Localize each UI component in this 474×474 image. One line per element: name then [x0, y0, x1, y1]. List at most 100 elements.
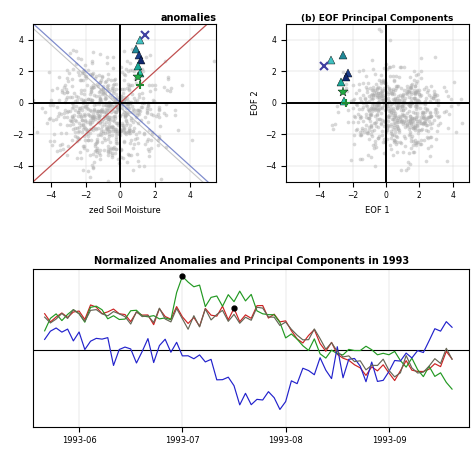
Point: [140, 99, 148, 107]
Point: [120, 77, 128, 84]
Point: [75, 104, 83, 112]
Point: [54, 147, 61, 155]
Point: [433, 108, 441, 116]
Point: [380, 122, 387, 130]
Point: [371, 119, 378, 127]
Point: [28, 123, 36, 130]
Point: [444, 91, 451, 99]
Point: [90, 82, 97, 89]
Point: [73, 102, 80, 109]
Point: [381, 93, 389, 101]
Point: [407, 73, 414, 81]
Point: [381, 95, 389, 102]
Point: [385, 86, 392, 93]
Point: [407, 88, 415, 96]
Point: [135, 109, 142, 117]
Point: [413, 100, 421, 108]
Point: [109, 145, 117, 153]
Point: [96, 112, 103, 120]
Point: [49, 101, 57, 109]
Point: [404, 82, 411, 90]
Point: [90, 114, 97, 121]
Point: [400, 118, 407, 126]
Point: [100, 112, 108, 120]
Point: [91, 147, 99, 155]
Point: [406, 84, 413, 92]
Point: [113, 139, 120, 147]
Point: [84, 128, 91, 135]
Point: [121, 112, 128, 120]
Point: [60, 109, 68, 117]
Point: [113, 119, 121, 127]
Point: [432, 105, 439, 112]
Point: [329, 125, 337, 133]
Point: [383, 99, 391, 106]
Point: [427, 98, 434, 105]
Point: [104, 126, 112, 133]
Point: [110, 112, 118, 120]
Point: [74, 108, 82, 115]
Point: [410, 141, 417, 148]
Point: [70, 103, 77, 111]
Point: [357, 113, 365, 121]
Point: [133, 111, 140, 118]
Point: [96, 151, 104, 158]
Point: [391, 76, 398, 84]
Point: [386, 102, 394, 110]
Point: [394, 99, 402, 106]
Point: [375, 98, 383, 105]
Point: [103, 107, 111, 114]
Point: [418, 91, 425, 99]
Point: [102, 105, 109, 112]
Point: [356, 94, 364, 102]
Point: [78, 154, 85, 161]
Point: [398, 93, 405, 100]
Point: [410, 94, 418, 101]
Point: [123, 119, 130, 127]
Point: [443, 87, 450, 94]
Point: [399, 102, 406, 110]
Point: [108, 149, 116, 156]
Point: [84, 105, 92, 113]
Point: [134, 157, 142, 164]
Point: [98, 109, 105, 116]
X-axis label: zed Soil Moisture: zed Soil Moisture: [89, 206, 161, 215]
Point: [81, 117, 89, 124]
Point: [110, 76, 118, 84]
Point: [142, 54, 149, 61]
Point: [130, 140, 137, 148]
Point: [120, 48, 128, 55]
Point: [133, 107, 141, 114]
Point: [152, 85, 159, 93]
Point: [113, 146, 120, 153]
Point: [410, 67, 417, 75]
Point: [102, 109, 110, 117]
Point: [56, 146, 64, 154]
Point: [442, 107, 449, 115]
Point: [129, 118, 137, 126]
Point: [411, 91, 419, 98]
Point: [150, 98, 157, 105]
Point: [101, 137, 109, 144]
Point: [369, 107, 376, 114]
Point: [390, 77, 397, 85]
Point: [66, 107, 74, 115]
Point: [389, 151, 396, 159]
Point: [384, 122, 392, 130]
Point: [356, 105, 363, 113]
Point: [399, 101, 407, 109]
Point: [378, 105, 386, 112]
Point: [418, 140, 425, 148]
Point: [373, 111, 381, 118]
Point: [82, 102, 89, 109]
Point: [96, 107, 104, 114]
Point: [363, 99, 370, 106]
Point: [382, 120, 390, 128]
Point: [147, 144, 155, 152]
Point: [399, 107, 407, 114]
Point: [100, 146, 108, 154]
Point: [75, 72, 82, 79]
Point: [390, 118, 397, 126]
Point: [154, 110, 162, 118]
Point: [120, 126, 128, 133]
